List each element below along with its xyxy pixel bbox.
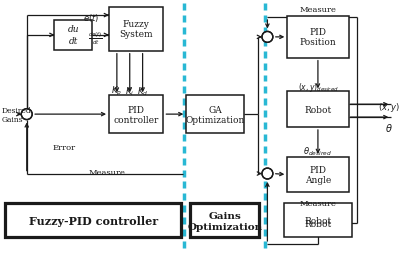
Circle shape (262, 32, 273, 43)
Text: Measure: Measure (89, 168, 126, 176)
Text: Gains: Gains (209, 211, 241, 220)
FancyBboxPatch shape (55, 21, 92, 51)
FancyBboxPatch shape (5, 203, 181, 237)
Text: Error: Error (53, 143, 76, 151)
FancyBboxPatch shape (287, 17, 348, 58)
Text: $\theta$: $\theta$ (385, 121, 393, 133)
Text: Position: Position (300, 38, 336, 47)
FancyBboxPatch shape (287, 157, 348, 193)
FancyBboxPatch shape (287, 92, 348, 128)
FancyBboxPatch shape (186, 96, 244, 133)
FancyBboxPatch shape (190, 203, 259, 237)
Text: $K_p$: $K_p$ (111, 85, 122, 98)
Text: Robot: Robot (304, 216, 332, 225)
Text: du: du (67, 25, 79, 34)
Text: dt: dt (69, 37, 78, 46)
Text: $K_d$: $K_d$ (137, 85, 148, 97)
Text: Robot: Robot (304, 219, 332, 228)
Text: Measure: Measure (300, 6, 336, 14)
Text: PID: PID (310, 165, 326, 174)
Circle shape (262, 168, 273, 179)
FancyBboxPatch shape (109, 8, 164, 52)
Text: Angle: Angle (305, 175, 331, 184)
Text: $e(t)$: $e(t)$ (83, 12, 99, 24)
Text: Measure: Measure (300, 199, 336, 208)
Text: $(x, y)_{desired}$: $(x, y)_{desired}$ (298, 81, 338, 93)
Text: $\theta_{desired}$: $\theta_{desired}$ (304, 145, 332, 157)
Text: GA: GA (208, 105, 222, 114)
FancyBboxPatch shape (284, 203, 352, 237)
Text: System: System (119, 30, 153, 39)
Text: Robot: Robot (304, 105, 332, 114)
Text: PID: PID (310, 28, 326, 37)
Text: $K_i$: $K_i$ (125, 85, 134, 97)
Text: controller: controller (113, 115, 159, 124)
Text: $\frac{de(t)}{dt}$: $\frac{de(t)}{dt}$ (87, 30, 103, 47)
Text: Fuzzy-PID controller: Fuzzy-PID controller (28, 215, 158, 226)
Text: PID: PID (128, 105, 145, 114)
FancyBboxPatch shape (287, 210, 348, 236)
FancyBboxPatch shape (109, 96, 164, 133)
Circle shape (21, 109, 32, 120)
Text: Desired
Gains: Desired Gains (2, 106, 32, 123)
Text: Optimization: Optimization (187, 222, 262, 231)
Text: Optimization: Optimization (185, 115, 245, 124)
Text: $(x, y)$: $(x, y)$ (378, 100, 400, 113)
Text: Fuzzy: Fuzzy (123, 20, 150, 29)
